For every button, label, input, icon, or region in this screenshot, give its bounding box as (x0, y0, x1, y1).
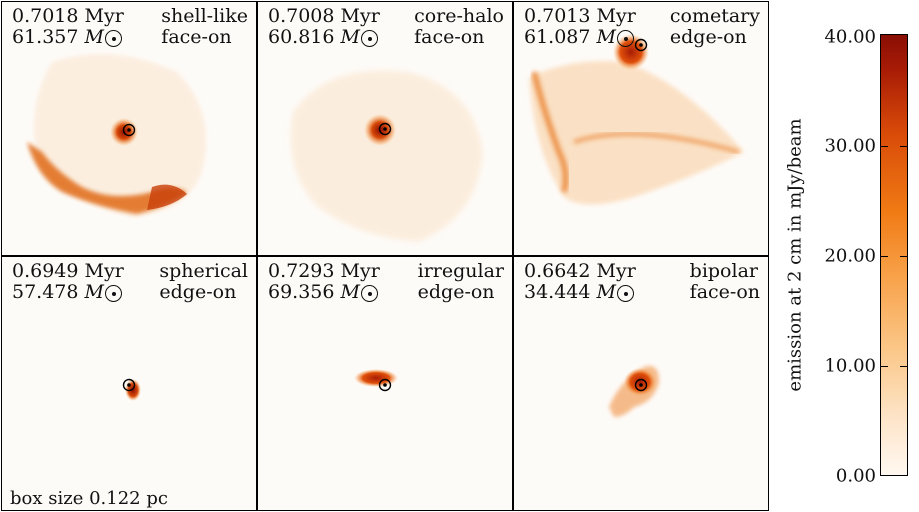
panel-time-mass: 0.6642 Myr 34.444 M (524, 260, 636, 303)
colorbar-tick (900, 366, 908, 367)
panel-bipolar: 0.6642 Myr 34.444 M bipolar face-on (513, 256, 769, 511)
image-grid: 0.7018 Myr 61.357 M shell-like face-on 0.7… (1, 1, 769, 511)
panel-cometary: 0.7013 Myr 61.087 M cometary edge-on (513, 1, 769, 256)
panel-time-mass: 0.7018 Myr 61.357 M (12, 5, 124, 48)
colorbar-tick (880, 146, 888, 147)
emission-map (122, 378, 141, 401)
colorbar-tick-label: 10.00 (824, 355, 876, 377)
panel-morphology: cometary edge-on (669, 5, 760, 48)
colorbar-tick (880, 366, 888, 367)
sun-symbol-icon (361, 30, 378, 47)
panel-time-mass: 0.6949 Myr 57.478 M (12, 260, 124, 303)
emission-map (609, 366, 659, 417)
panel-morphology: bipolar face-on (689, 260, 760, 303)
panel-time-mass: 0.7293 Myr 69.356 M (268, 260, 380, 303)
panel-morphology: irregular edge-on (417, 260, 504, 303)
emission-map (354, 369, 398, 392)
panel-spherical: 0.6949 Myr 57.478 M spherical edge-on (1, 256, 257, 511)
sun-symbol-icon (617, 285, 634, 302)
box-size-label: box size 0.122 pc (10, 488, 168, 509)
colorbar: emission at 2 cm in mJy/beam 40.00 30.00… (770, 0, 919, 512)
panel-time-mass: 0.7008 Myr 60.816 M (268, 5, 380, 48)
panel-morphology: shell-like face-on (161, 5, 248, 48)
emission-map (290, 70, 483, 242)
sun-symbol-icon (105, 285, 122, 302)
colorbar-tick-label: 40.00 (824, 26, 876, 48)
colorbar-tick-label: 20.00 (824, 245, 876, 267)
colorbar-tick (900, 256, 908, 257)
colorbar-tick (900, 146, 908, 147)
panel-irregular: 0.7293 Myr 69.356 M irregular edge-on (257, 256, 513, 511)
panel-morphology: spherical edge-on (159, 260, 248, 303)
sun-symbol-icon (105, 30, 122, 47)
panel-core-halo: 0.7008 Myr 60.816 M core-halo face-on (257, 1, 513, 256)
panel-morphology: core-halo face-on (414, 5, 504, 48)
emission-map (27, 54, 207, 217)
panel-time-mass: 0.7013 Myr 61.087 M (524, 5, 636, 48)
colorbar-gradient (880, 34, 908, 476)
sun-symbol-icon (617, 30, 634, 47)
colorbar-tick-label: 30.00 (824, 135, 876, 157)
colorbar-tick (880, 256, 888, 257)
colorbar-tick-label: 0.00 (835, 465, 876, 487)
sun-symbol-icon (361, 285, 378, 302)
panel-shell-like: 0.7018 Myr 61.357 M shell-like face-on (1, 1, 257, 256)
